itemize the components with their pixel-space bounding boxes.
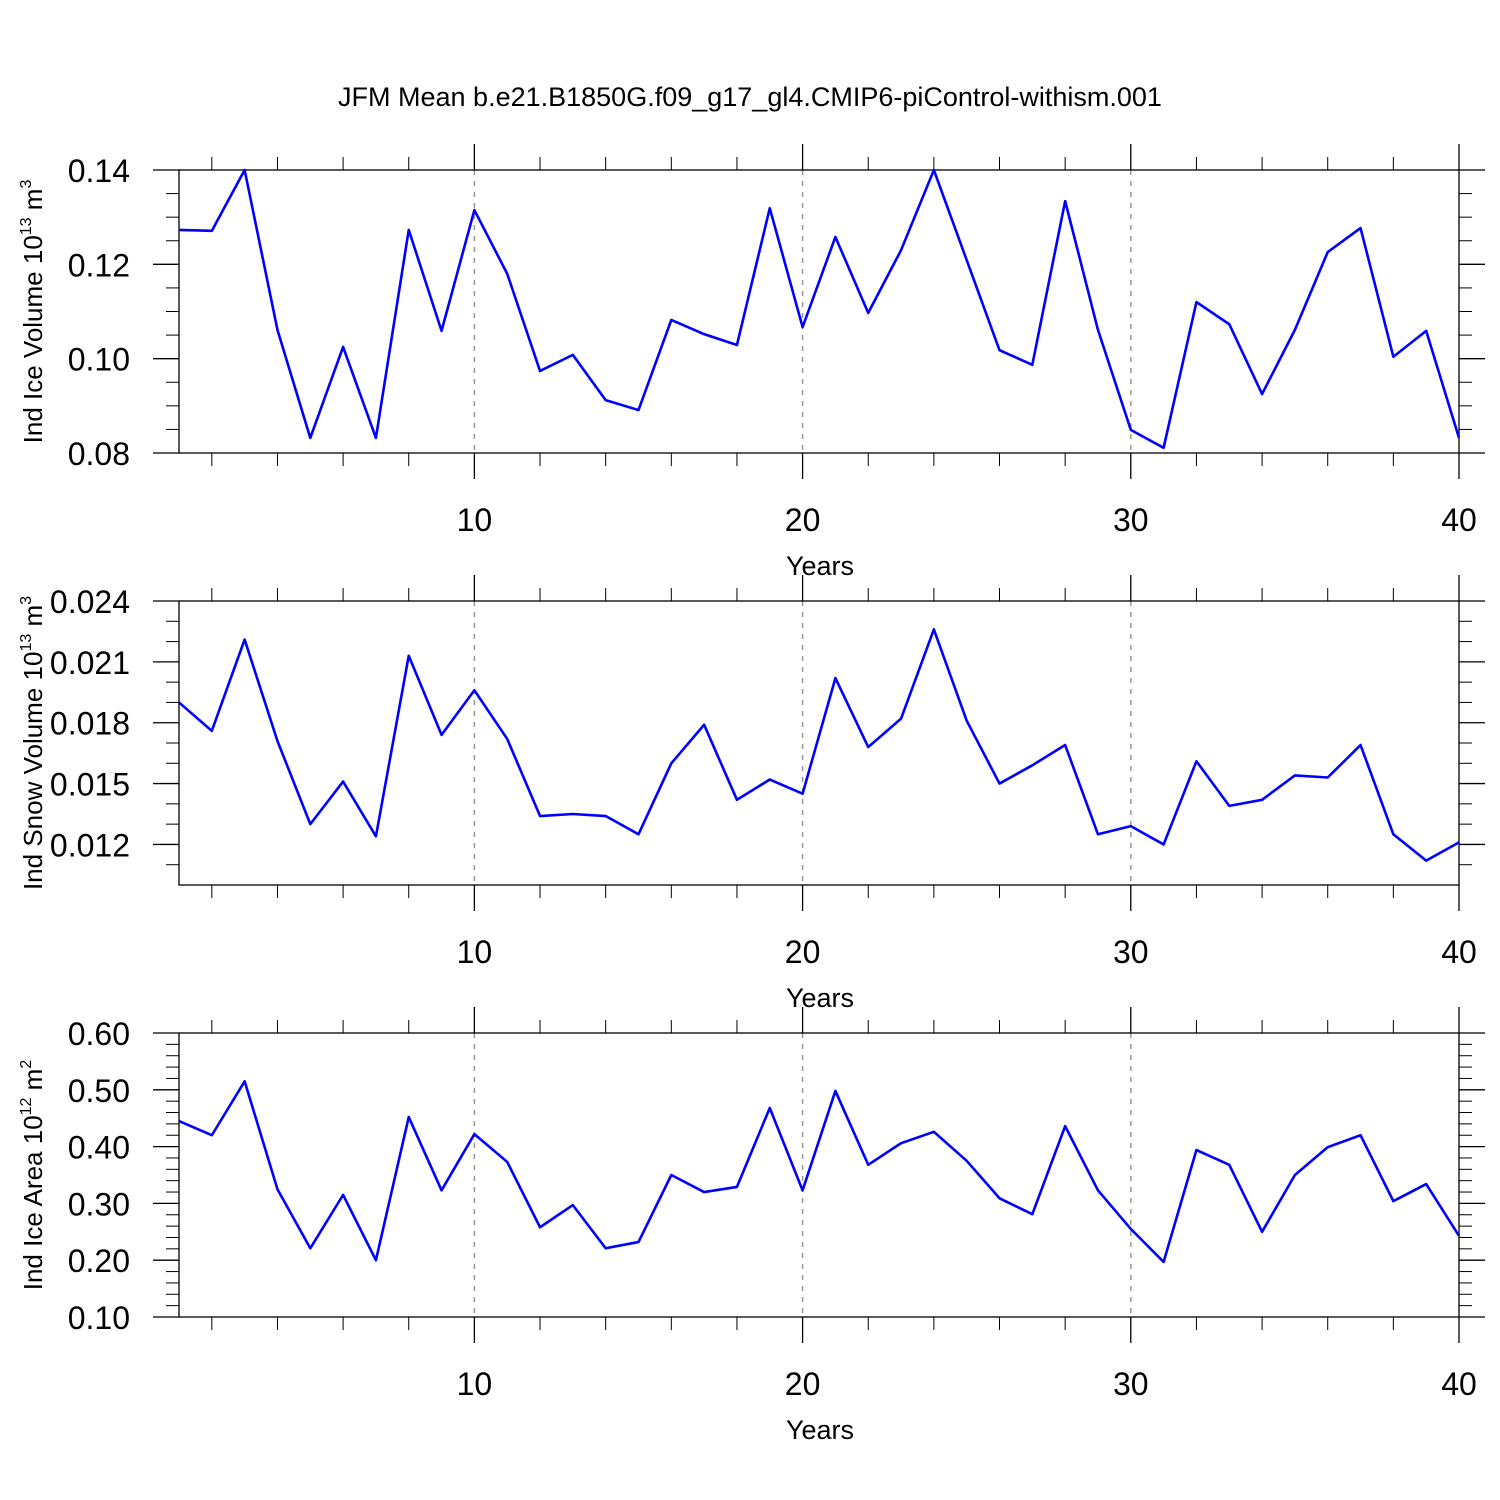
panel: 10 20 30 40 0.012 0.015 0.018 0.021 0.024 Years In… bbox=[18, 575, 1485, 1013]
y-tick-label: 0.08 bbox=[68, 436, 130, 472]
y-axis-label-part: Ind Ice Volume 10 bbox=[18, 235, 48, 443]
y-axis-label-superscript: 2 bbox=[18, 1060, 35, 1069]
x-tick-label: 30 bbox=[1113, 934, 1149, 970]
x-axis-label: Years bbox=[786, 983, 854, 1013]
x-tick-label: 20 bbox=[785, 1366, 821, 1402]
y-axis-label-part: Ind Snow Volume 10 bbox=[18, 652, 48, 891]
y-tick-label: 0.024 bbox=[50, 584, 130, 620]
y-axis-label-part: m bbox=[18, 189, 48, 218]
y-tick-label: 0.60 bbox=[68, 1016, 130, 1052]
plot-frame bbox=[178, 1032, 1460, 1318]
y-axis-label-superscript: 13 bbox=[18, 634, 35, 652]
panel: 10 20 30 40 0.08 0.10 0.12 0.14 Years Ind Ice Vol… bbox=[18, 144, 1485, 581]
x-tick-label: 20 bbox=[785, 502, 821, 538]
y-tick-label: 0.021 bbox=[50, 645, 130, 681]
x-tick-label: 30 bbox=[1113, 1366, 1149, 1402]
y-axis-label-part: m bbox=[18, 605, 48, 634]
y-axis-label-superscript: 3 bbox=[18, 596, 35, 605]
y-axis-label: Ind Snow Volume 1013 m3 bbox=[18, 596, 48, 890]
y-tick-label: 0.30 bbox=[68, 1186, 130, 1222]
x-tick-label: 30 bbox=[1113, 502, 1149, 538]
y-tick-label: 0.018 bbox=[50, 706, 130, 742]
y-tick-label: 0.20 bbox=[68, 1243, 130, 1279]
x-tick-label: 40 bbox=[1441, 934, 1477, 970]
y-tick-label: 0.14 bbox=[68, 153, 130, 189]
y-tick-label: 0.50 bbox=[68, 1073, 130, 1109]
x-tick-label: 10 bbox=[457, 502, 493, 538]
x-tick-label: 10 bbox=[457, 1366, 493, 1402]
figure-title: JFM Mean b.e21.B1850G.f09_g17_gl4.CMIP6-… bbox=[338, 82, 1162, 112]
y-axis-label-part: Ind Ice Area 10 bbox=[18, 1115, 48, 1290]
y-axis-label: Ind Ice Area 1012 m2 bbox=[18, 1060, 48, 1291]
y-tick-label: 0.40 bbox=[68, 1130, 130, 1166]
y-tick-label: 0.10 bbox=[68, 1300, 130, 1336]
y-axis-label-superscript: 3 bbox=[18, 180, 35, 189]
x-tick-label: 40 bbox=[1441, 1366, 1477, 1402]
y-axis-label: Ind Ice Volume 1013 m3 bbox=[18, 180, 48, 444]
data-line bbox=[178, 628, 1460, 862]
x-axis-label: Years bbox=[786, 551, 854, 581]
y-axis-label-superscript: 13 bbox=[18, 217, 35, 235]
y-tick-label: 0.10 bbox=[68, 342, 130, 378]
y-axis-label-superscript: 12 bbox=[18, 1097, 35, 1115]
panel: 10 20 30 40 0.10 0.20 0.30 0.40 0.50 0.60 Years Ind… bbox=[18, 1007, 1485, 1445]
x-tick-label: 20 bbox=[785, 934, 821, 970]
y-axis-label-part: m bbox=[18, 1069, 48, 1098]
y-tick-label: 0.012 bbox=[50, 827, 130, 863]
data-line bbox=[178, 1079, 1461, 1264]
data-line bbox=[178, 168, 1461, 450]
y-tick-label: 0.12 bbox=[68, 247, 130, 283]
x-tick-label: 10 bbox=[457, 934, 493, 970]
x-axis-label: Years bbox=[786, 1415, 854, 1445]
y-tick-label: 0.015 bbox=[50, 767, 130, 803]
x-tick-label: 40 bbox=[1441, 502, 1477, 538]
